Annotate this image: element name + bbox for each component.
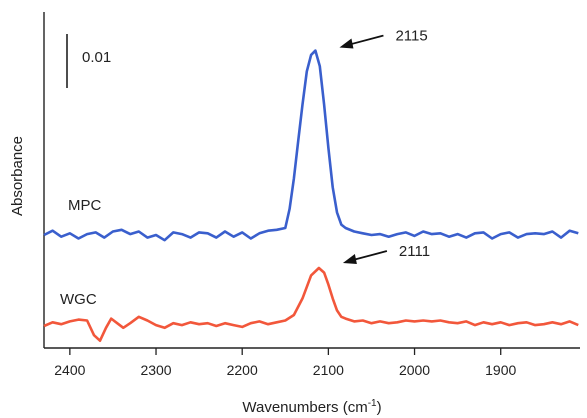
y-axis-label: Absorbance (9, 136, 26, 216)
series-line-wgc (43, 266, 579, 342)
peak-arrow-shaft (349, 34, 384, 46)
x-axis-label: Wavenumbers (cm-1) (242, 398, 381, 416)
x-tick-label: 2300 (140, 362, 171, 378)
scale-bar: 0.01 (66, 34, 111, 88)
peak-label-wgc: 2111 (399, 243, 430, 260)
axes-layer: Absorbance Wavenumbers (cm-1) (9, 12, 580, 416)
x-tick-label: 2100 (313, 362, 344, 378)
x-axis-label-superscript: -1 (368, 398, 377, 409)
peak-arrow-head (342, 254, 357, 265)
x-axis-label-main: Wavenumbers (cm (242, 399, 367, 416)
x-tick-label: 1900 (485, 362, 516, 378)
x-axis-label-tail: ) (377, 399, 382, 416)
scale-bar-label: 0.01 (82, 49, 111, 66)
peak-arrow-shaft (352, 250, 388, 261)
peak-label-mpc: 2115 (395, 28, 427, 45)
peak-arrow-head (339, 38, 354, 49)
x-tick-label: 2000 (399, 362, 430, 378)
series-label-mpc: MPC (68, 197, 102, 214)
annotations-layer: MPC 2115 WGC 2111 (60, 28, 430, 308)
series-layer (43, 49, 579, 342)
series-label-wgc: WGC (60, 291, 97, 308)
x-tick-label: 2200 (227, 362, 258, 378)
series-line-mpc (43, 49, 579, 242)
x-ticks-layer: 2400 2300 2200 2100 2000 1900 (54, 348, 517, 378)
x-tick-label: 2400 (54, 362, 85, 378)
